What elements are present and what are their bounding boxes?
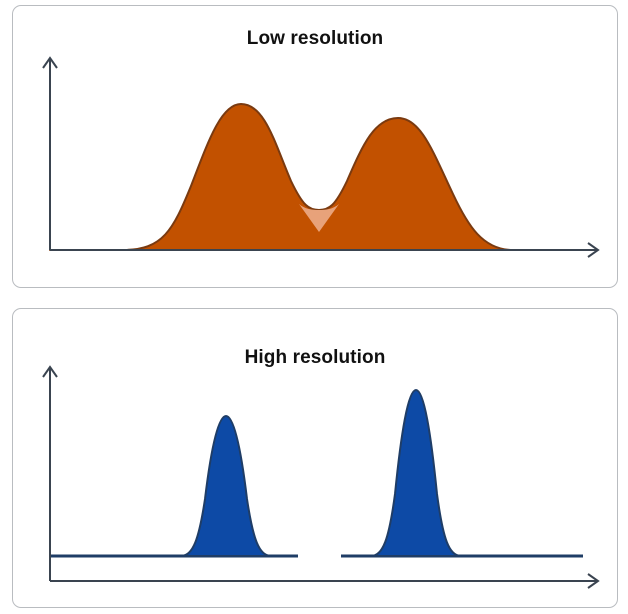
low-resolution-title: Low resolution [246, 28, 384, 49]
high-resolution-peak-2 [370, 389, 462, 557]
high-resolution-panel: High resolution [12, 308, 618, 608]
low-resolution-plot [42, 56, 600, 258]
low-resolution-x-axis-arrow [587, 242, 600, 258]
high-resolution-y-axis-arrow [42, 365, 58, 378]
high-resolution-plot [42, 365, 600, 589]
low-resolution-y-axis-arrow [42, 56, 58, 69]
high-resolution-peak-1 [180, 415, 272, 557]
high-resolution-title: High resolution [244, 347, 386, 368]
low-resolution-merged-peaks [49, 103, 582, 251]
low-resolution-panel: Low resolution [12, 5, 618, 288]
high-resolution-x-axis-arrow [587, 573, 600, 589]
low-resolution-overlap-region [299, 204, 339, 232]
